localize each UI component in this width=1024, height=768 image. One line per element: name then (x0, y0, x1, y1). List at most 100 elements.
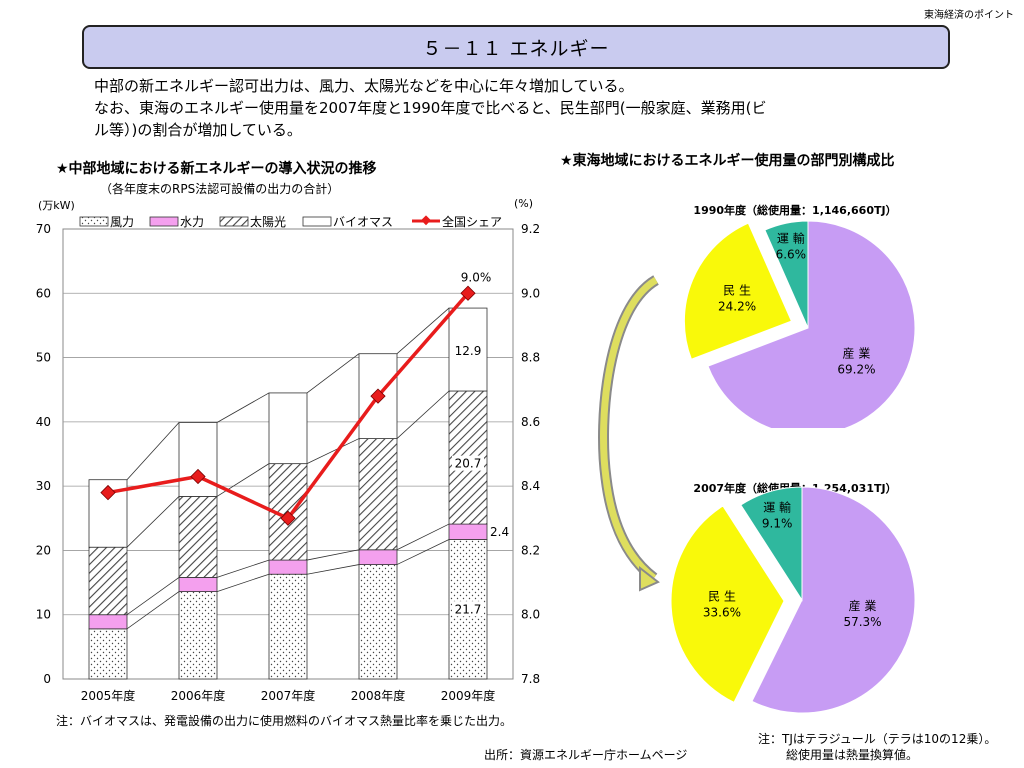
bar-segment-太陽光 (358, 438, 398, 551)
y2-tick-label: 9.2 (521, 222, 540, 236)
series-connector (126, 577, 180, 616)
pie-slice-name: 産 業 (849, 598, 877, 613)
pie-slice-name: 民 生 (723, 283, 751, 297)
pie-slice-name: 運 輸 (763, 499, 791, 514)
y-tick-label: 70 (36, 222, 51, 236)
series-connector (396, 307, 450, 355)
y2-tick-label: 8.2 (521, 543, 540, 557)
x-tick-label: 2007年度 (261, 688, 316, 703)
bar-segment-水力 (448, 523, 488, 540)
pie-slice-value: 24.2% (718, 299, 756, 313)
legend-label: 風力 (110, 215, 134, 229)
share-point (280, 510, 296, 526)
bar-segment-バイオマス (268, 392, 308, 465)
bar-segment-風力 (268, 573, 308, 680)
legend-label: バイオマス (333, 215, 393, 229)
legend-swatch (79, 216, 109, 227)
label-bg (452, 455, 484, 471)
series-connector (126, 496, 180, 548)
bar-chart-title: ★中部地域における新エネルギーの導入状況の推移 (56, 161, 377, 177)
series-connector (216, 573, 270, 592)
y2-tick-label: 8.8 (521, 351, 540, 365)
bar-segment-風力 (88, 628, 128, 680)
series-connector (306, 549, 360, 561)
description-line-1: 中部の新エネルギー認可出力は、風力、太陽光などを中心に年々増加している。 (94, 77, 634, 95)
pie-slice-name: 民 生 (708, 590, 736, 604)
legend-label: 全国シェア (442, 214, 502, 229)
data-label-biomass: 12.9 (455, 344, 482, 358)
y2-tick-label: 8.6 (521, 415, 540, 429)
y2-tick-label: 8.0 (521, 608, 540, 622)
pie-slice-value: 33.6% (703, 606, 741, 620)
pie-slice-value: 69.2% (837, 362, 875, 376)
bar-segment-太陽光 (88, 546, 128, 616)
legend-swatch (302, 216, 332, 227)
legend-swatch (149, 216, 179, 227)
y-tick-label: 50 (36, 351, 51, 365)
right-axis-unit: (%) (514, 197, 534, 210)
bar-chart-subtitle: （各年度末のRPS法認可設備の出力の合計） (100, 182, 340, 196)
bar-segment-バイオマス (448, 307, 488, 392)
series-connector (216, 559, 270, 578)
pie-slice (764, 220, 809, 329)
label-bg (452, 601, 484, 617)
series-connector (306, 564, 360, 575)
x-tick-label: 2005年度 (81, 688, 136, 703)
pie-title: 1990年度（総使用量：1,146,660TJ） (693, 203, 896, 217)
pie-slice (670, 505, 785, 704)
series-connector (396, 523, 450, 551)
comparison-arrow (598, 275, 660, 592)
legend-swatch (219, 216, 249, 227)
x-tick-label: 2008年度 (351, 688, 406, 703)
y-tick-label: 60 (36, 286, 51, 300)
header-note: 東海経済のポイント (924, 10, 1014, 21)
bar-chart-note: 注：バイオマスは、発電設備の出力に使用燃料のバイオマス熱量比率を乗じた出力。 (56, 714, 513, 728)
series-connector (396, 390, 450, 439)
y-tick-label: 30 (36, 479, 51, 493)
pie-chart-1990: 1990年度（総使用量：1,146,660TJ） 産 業 69.2% 民 生 24.2%… (683, 203, 916, 428)
y-tick-label: 10 (36, 608, 51, 622)
y-tick-label: 20 (36, 543, 51, 557)
share-point (100, 484, 116, 501)
pie-slice (740, 486, 803, 602)
page-title-box: ５－１１ エネルギー (82, 25, 950, 69)
data-label-wind: 21.7 (455, 602, 482, 616)
series-connector (126, 591, 180, 630)
description-line-2: なお、東海のエネルギー使用量を2007年度と1990年度で比べると、民生部門(一… (94, 99, 767, 117)
pie-chart-2007: 2007年度（総使用量：1,254,031TJ）産 業57.3%民 生33.6%… (670, 481, 916, 713)
data-label-hydro: 2.4 (490, 525, 509, 539)
bar-segment-水力 (358, 549, 398, 565)
pie-slice (751, 486, 916, 713)
legend-marker (421, 215, 431, 226)
source-note: 出所：資源エネルギー庁ホームページ (484, 748, 688, 762)
bar-segment-風力 (178, 591, 218, 680)
bar-segment-バイオマス (178, 422, 218, 497)
pie-slice-value: 9.1% (762, 516, 793, 530)
share-point (370, 388, 386, 404)
bar-segment-水力 (88, 614, 128, 630)
x-tick-label: 2006年度 (171, 688, 226, 703)
bar-segment-太陽光 (178, 496, 218, 578)
y-tick-label: 40 (36, 415, 51, 429)
pie-note-line-2: 総使用量は熱量換算値。 (786, 748, 919, 762)
bar-segment-水力 (268, 559, 308, 575)
pie-note-line-1: 注：TJはテラジュール（テラは10の12乗）。 (758, 732, 997, 746)
legend-label: 太陽光 (250, 214, 286, 229)
description-line-3: ル等）)の割合が増加している。 (94, 121, 302, 139)
pie-slice-value: 6.6% (776, 247, 807, 261)
series-connector (306, 438, 360, 465)
data-label-share: 9.0% (461, 270, 492, 284)
y2-tick-label: 8.4 (521, 479, 540, 493)
data-label-solar: 20.7 (455, 457, 482, 471)
pie-slice-name: 運 輸 (777, 230, 805, 245)
pie-slice (707, 220, 916, 428)
legend-label: 水力 (180, 215, 204, 229)
series-connector (126, 422, 180, 480)
pie-slice-name: 産 業 (843, 345, 871, 360)
y-tick-label: 0 (43, 672, 51, 686)
pie-slice-value: 57.3% (843, 615, 881, 629)
y2-tick-label: 7.8 (521, 672, 540, 686)
y2-tick-label: 9.0 (521, 286, 540, 300)
series-connector (216, 392, 270, 423)
share-point (460, 285, 476, 301)
